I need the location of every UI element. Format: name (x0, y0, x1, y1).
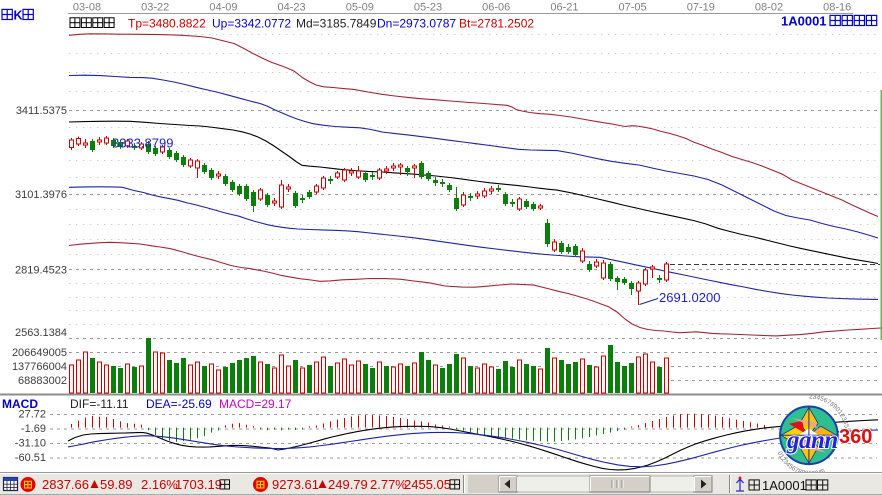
svg-text:68883002: 68883002 (18, 375, 67, 387)
svg-text:9273.61: 9273.61 (272, 477, 319, 492)
svg-text:3333.8799: 3333.8799 (112, 136, 173, 151)
svg-text:1A0001: 1A0001 (762, 478, 807, 493)
svg-text:03-22: 03-22 (141, 2, 169, 14)
svg-text:-1.69: -1.69 (21, 423, 46, 435)
svg-text:Md=3185.7849: Md=3185.7849 (296, 17, 377, 31)
svg-text:04-23: 04-23 (278, 2, 306, 14)
svg-text:05-09: 05-09 (346, 2, 374, 14)
svg-text:K: K (14, 9, 23, 23)
svg-text:06-21: 06-21 (550, 2, 578, 14)
svg-text:2819.4523: 2819.4523 (15, 264, 67, 276)
svg-text:2563.1384: 2563.1384 (15, 327, 67, 339)
svg-text:MACD: MACD (2, 397, 38, 411)
svg-text:08-02: 08-02 (755, 2, 783, 14)
svg-text:07-19: 07-19 (687, 2, 715, 14)
svg-text:Dn=2973.0787: Dn=2973.0787 (377, 17, 456, 31)
svg-text:3101.3976: 3101.3976 (15, 189, 67, 201)
svg-text:206649005: 206649005 (12, 347, 67, 359)
svg-text:05-23: 05-23 (414, 2, 442, 14)
svg-text:04-09: 04-09 (209, 2, 237, 14)
svg-text:-60.51: -60.51 (15, 452, 46, 464)
svg-text:-31.10: -31.10 (15, 438, 46, 450)
svg-text:137766004: 137766004 (12, 361, 67, 373)
svg-text:Tp=3480.8822: Tp=3480.8822 (128, 17, 206, 31)
svg-text:Bt=2781.2502: Bt=2781.2502 (459, 17, 534, 31)
svg-text:2.77%: 2.77% (370, 477, 407, 492)
svg-text:07-05: 07-05 (619, 2, 647, 14)
svg-text:2.16%: 2.16% (141, 477, 178, 492)
svg-text:1703.19: 1703.19 (175, 477, 222, 492)
svg-text:08-16: 08-16 (823, 2, 851, 14)
svg-text:03-08: 03-08 (73, 2, 101, 14)
svg-text:06-06: 06-06 (482, 2, 510, 14)
svg-text:2837.66: 2837.66 (42, 477, 89, 492)
svg-text:Up=3342.0772: Up=3342.0772 (212, 17, 291, 31)
svg-text:59.89: 59.89 (100, 477, 133, 492)
svg-text:DEA=-25.69: DEA=-25.69 (146, 397, 212, 411)
svg-text:2455.05: 2455.05 (404, 477, 451, 492)
svg-text:3411.5375: 3411.5375 (16, 105, 67, 117)
svg-text:MACD=29.17: MACD=29.17 (219, 397, 292, 411)
svg-text:DIF=-11.11: DIF=-11.11 (70, 397, 129, 411)
svg-text:360: 360 (839, 426, 872, 448)
svg-text:1A0001: 1A0001 (781, 14, 827, 29)
svg-text:249.79: 249.79 (328, 477, 368, 492)
svg-text:gann: gann (786, 427, 838, 454)
svg-text:2691.0200: 2691.0200 (659, 290, 720, 305)
svg-text:27.72: 27.72 (18, 409, 46, 421)
